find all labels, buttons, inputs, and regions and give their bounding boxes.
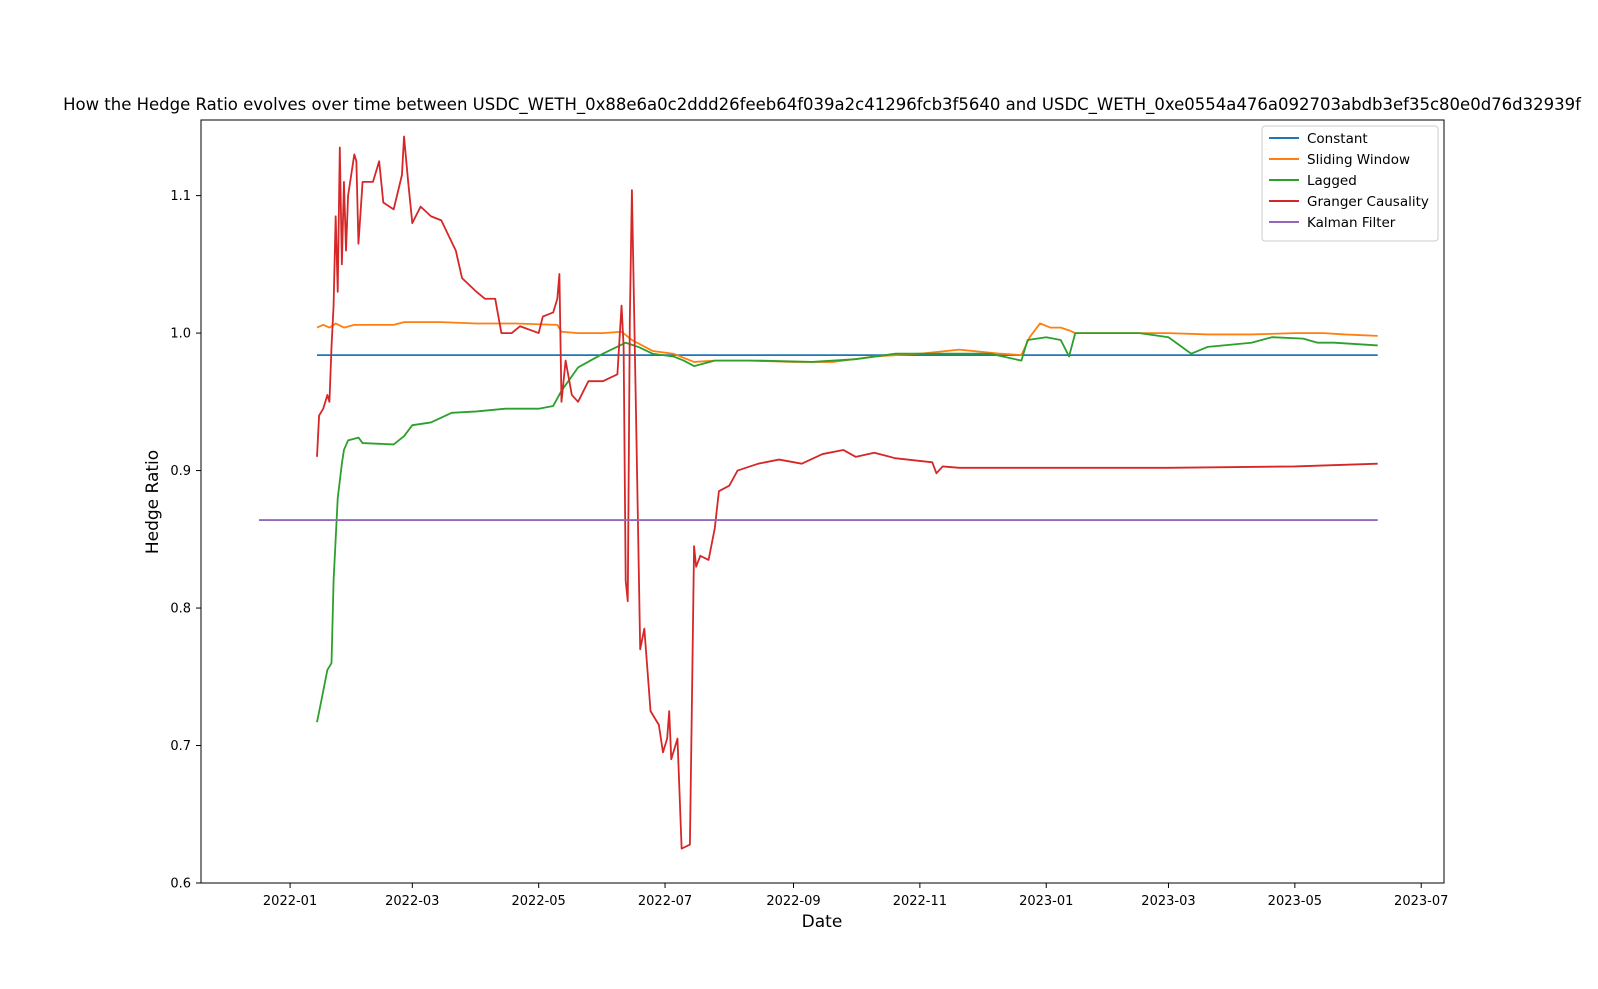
x-tick-label: 2022-03 (385, 894, 439, 909)
y-tick-label: 1.0 (170, 327, 191, 342)
legend-label-sliding-window: Sliding Window (1307, 152, 1410, 168)
legend: Constant Sliding Window Lagged Granger Caus… (1261, 125, 1439, 242)
series-line-granger-causality (316, 135, 1378, 850)
series-line-lagged (316, 332, 1378, 723)
y-tick-label: 0.8 (170, 602, 191, 617)
x-axis-label: Date (802, 912, 843, 932)
x-tick-label: 2023-03 (1141, 894, 1195, 909)
x-tick-label: 2022-11 (893, 894, 947, 909)
legend-label-lagged: Lagged (1307, 173, 1357, 189)
series-layer (259, 135, 1378, 850)
legend-label-granger-causality: Granger Causality (1307, 194, 1429, 210)
legend-label-kalman-filter: Kalman Filter (1307, 215, 1396, 231)
x-tick-label: 2022-09 (766, 894, 820, 909)
x-axis: 2022-01 2022-03 2022-05 2022-07 2022-09 2022-… (263, 883, 1448, 909)
y-tick-label: 1.1 (170, 189, 191, 204)
x-tick-label: 2023-05 (1268, 894, 1322, 909)
x-tick-label: 2022-07 (638, 894, 692, 909)
x-tick-label: 2023-01 (1019, 894, 1073, 909)
x-tick-label: 2023-07 (1394, 894, 1448, 909)
legend-box (1261, 125, 1439, 242)
y-tick-label: 0.9 (170, 464, 191, 479)
x-tick-label: 2022-05 (512, 894, 566, 909)
legend-label-constant: Constant (1307, 131, 1368, 147)
y-tick-label: 0.7 (170, 739, 191, 754)
y-tick-label: 0.6 (170, 877, 191, 892)
chart-title: How the Hedge Ratio evolves over time be… (63, 95, 1582, 115)
x-tick-label: 2022-01 (263, 894, 317, 909)
y-axis-label: Hedge Ratio (143, 450, 163, 554)
y-axis: 0.6 0.7 0.8 0.9 1.0 1.1 (170, 189, 201, 892)
plot-area-frame (200, 119, 1445, 884)
